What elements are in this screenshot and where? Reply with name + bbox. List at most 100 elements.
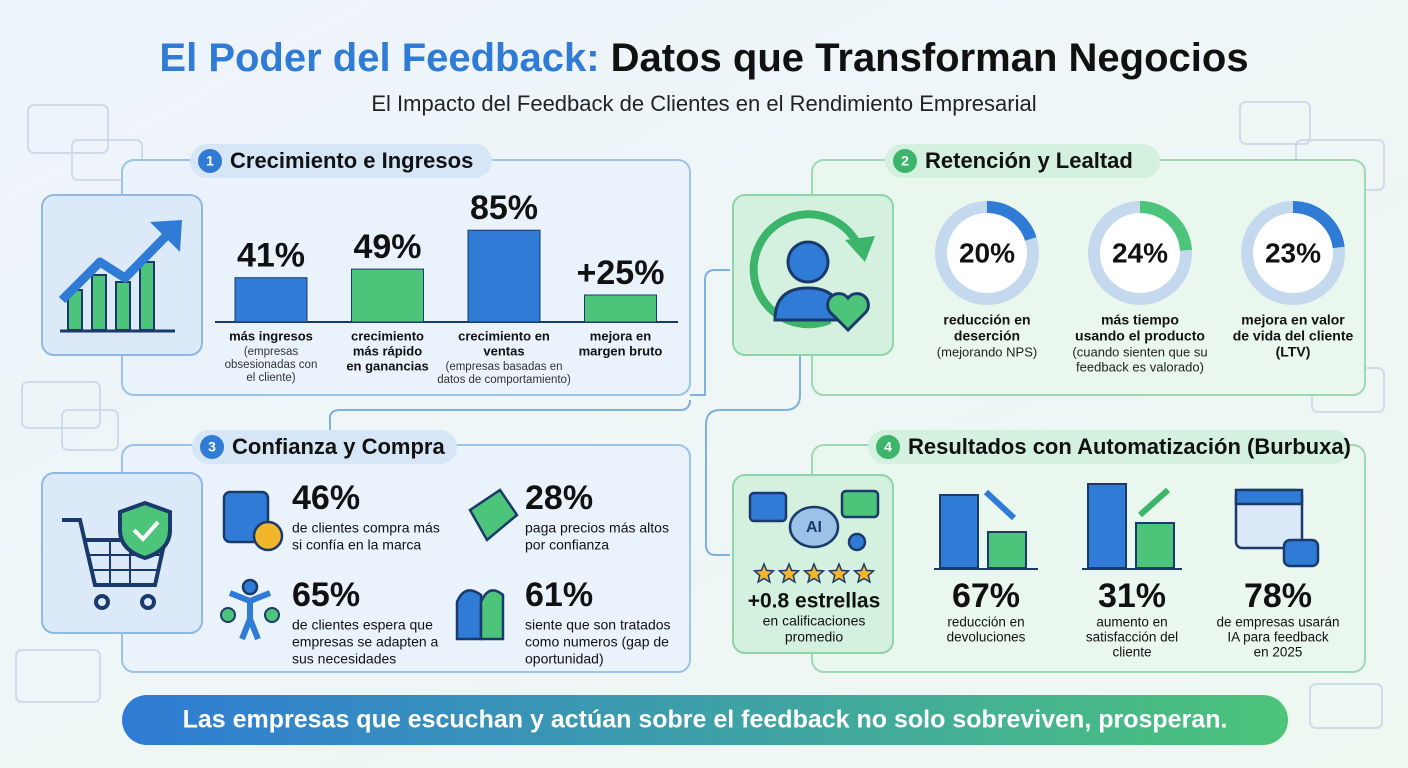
donut-value: 24% [1112,237,1168,268]
section-header [868,430,1350,464]
bar-note: el cliente) [246,372,295,384]
donut-value: 20% [959,237,1015,268]
section-header [192,430,457,464]
section-number: 2 [901,153,909,169]
bar [467,229,541,323]
stat-icon [479,589,505,641]
stat-icon [264,607,280,623]
donut-value: 23% [1265,237,1321,268]
ai-icon [748,489,880,552]
star [827,562,851,584]
section-title: Resultados con Automatización (Burbuxa) [908,434,1351,459]
stat-icon [939,494,979,569]
stat-value: 31% [1098,577,1166,615]
stat-icon [1135,522,1175,569]
donut-text: más tiempo [1101,312,1179,328]
section-number-badge [893,149,917,173]
retention-icon [749,210,875,333]
stat-icon [468,488,519,542]
bar-note: obsesionadas con [225,359,318,371]
donut-text: usando el producto [1075,328,1205,344]
stat-text: siente que son tratados [525,617,671,633]
section-number-badge [200,435,224,459]
footer-text: Las empresas que escuchan y actúan sobre… [183,706,1228,734]
section-title: Retención y Lealtad [925,148,1133,173]
cart-icon [62,500,172,610]
bar-text: más rápido [353,343,422,358]
donut-arc [1241,201,1345,305]
star [752,562,776,584]
bar-text: en ganancias [346,358,428,373]
stat-icon [252,520,284,552]
donut-text: deserción [954,328,1020,344]
stat-value: 61% [525,576,593,614]
section-number: 1 [206,153,214,169]
donut-note: (mejorando NPS) [937,344,1037,359]
bar [234,277,308,323]
stat-icon [228,590,272,641]
growth-icon [58,220,182,333]
donut-arc [935,201,1039,305]
donut-arc [1088,201,1192,305]
bar-text: más ingresos [229,328,313,343]
stat-text: de empresas usarán [1216,615,1339,630]
stat-text: reducción en [947,615,1024,630]
donut-note: feedback es valorado) [1076,359,1204,374]
bar-value: +25% [577,254,665,292]
donut-note: (cuando sienten que su [1072,344,1207,359]
section-title: Confianza y Compra [232,434,445,459]
bar-text: mejora en [590,328,651,343]
bar-note: (empresas basadas en [446,361,563,373]
subtitle: El Impacto del Feedback de Clientes en e… [371,91,1036,116]
feature-text: en calificaciones [763,613,866,629]
section-header [885,144,1160,178]
stat-text: de clientes espera que [292,617,433,633]
stat-text: como numeros (gap de [525,634,669,650]
connectors [329,269,812,556]
stat-text: cliente [1112,645,1151,660]
stat-text: devoluciones [947,630,1026,645]
feature-text: promedio [785,629,844,645]
section-number: 3 [208,439,216,455]
stat-value: 28% [525,479,593,517]
stat-text: paga precios más altos [525,520,669,536]
stat-text: en 2025 [1254,645,1303,660]
stat-value: 46% [292,479,360,517]
section-number: 4 [884,439,892,455]
star [777,562,801,584]
title-rest: Datos que Transforman Negocios [611,36,1249,80]
stat-text: IA para feedback [1227,630,1329,645]
bar-value: 85% [470,189,538,227]
bar-value: 49% [353,228,421,266]
title-lead: El Poder del Feedback: [159,36,599,80]
icon-box [41,472,203,634]
stat-text: empresas se adapten a [292,634,439,650]
stat-icon [241,578,259,596]
title: El Poder del Feedback: Datos que Transfo… [159,36,1248,80]
donut-text: de vida del cliente [1233,328,1354,344]
stat-icon [1087,483,1127,569]
bar-text: crecimiento en [458,328,550,343]
stat-text: si confía en la marca [292,537,421,553]
footer-banner [122,695,1288,745]
stat-text: de clientes compra más [292,520,440,536]
section-title: Crecimiento e Ingresos [230,148,473,173]
stat-text: por confianza [525,537,609,553]
stat-value: 67% [952,577,1020,615]
donut-text: reducción en [943,312,1030,328]
bar-text: crecimiento [351,328,424,343]
donut-text: mejora en valor [1241,312,1345,328]
stat-icon [1234,488,1304,506]
stat-text: satisfacción del [1086,630,1178,645]
stat-value: 78% [1244,577,1312,615]
bar-text: margen bruto [579,343,663,358]
stat-icon [220,607,236,623]
stat-icon [983,489,1017,521]
stat-icon [455,589,483,641]
feature-value: +0.8 estrellas [748,590,881,613]
stat-icon [1138,487,1170,518]
section-header [190,144,492,178]
stat-text: aumento en [1096,615,1167,630]
